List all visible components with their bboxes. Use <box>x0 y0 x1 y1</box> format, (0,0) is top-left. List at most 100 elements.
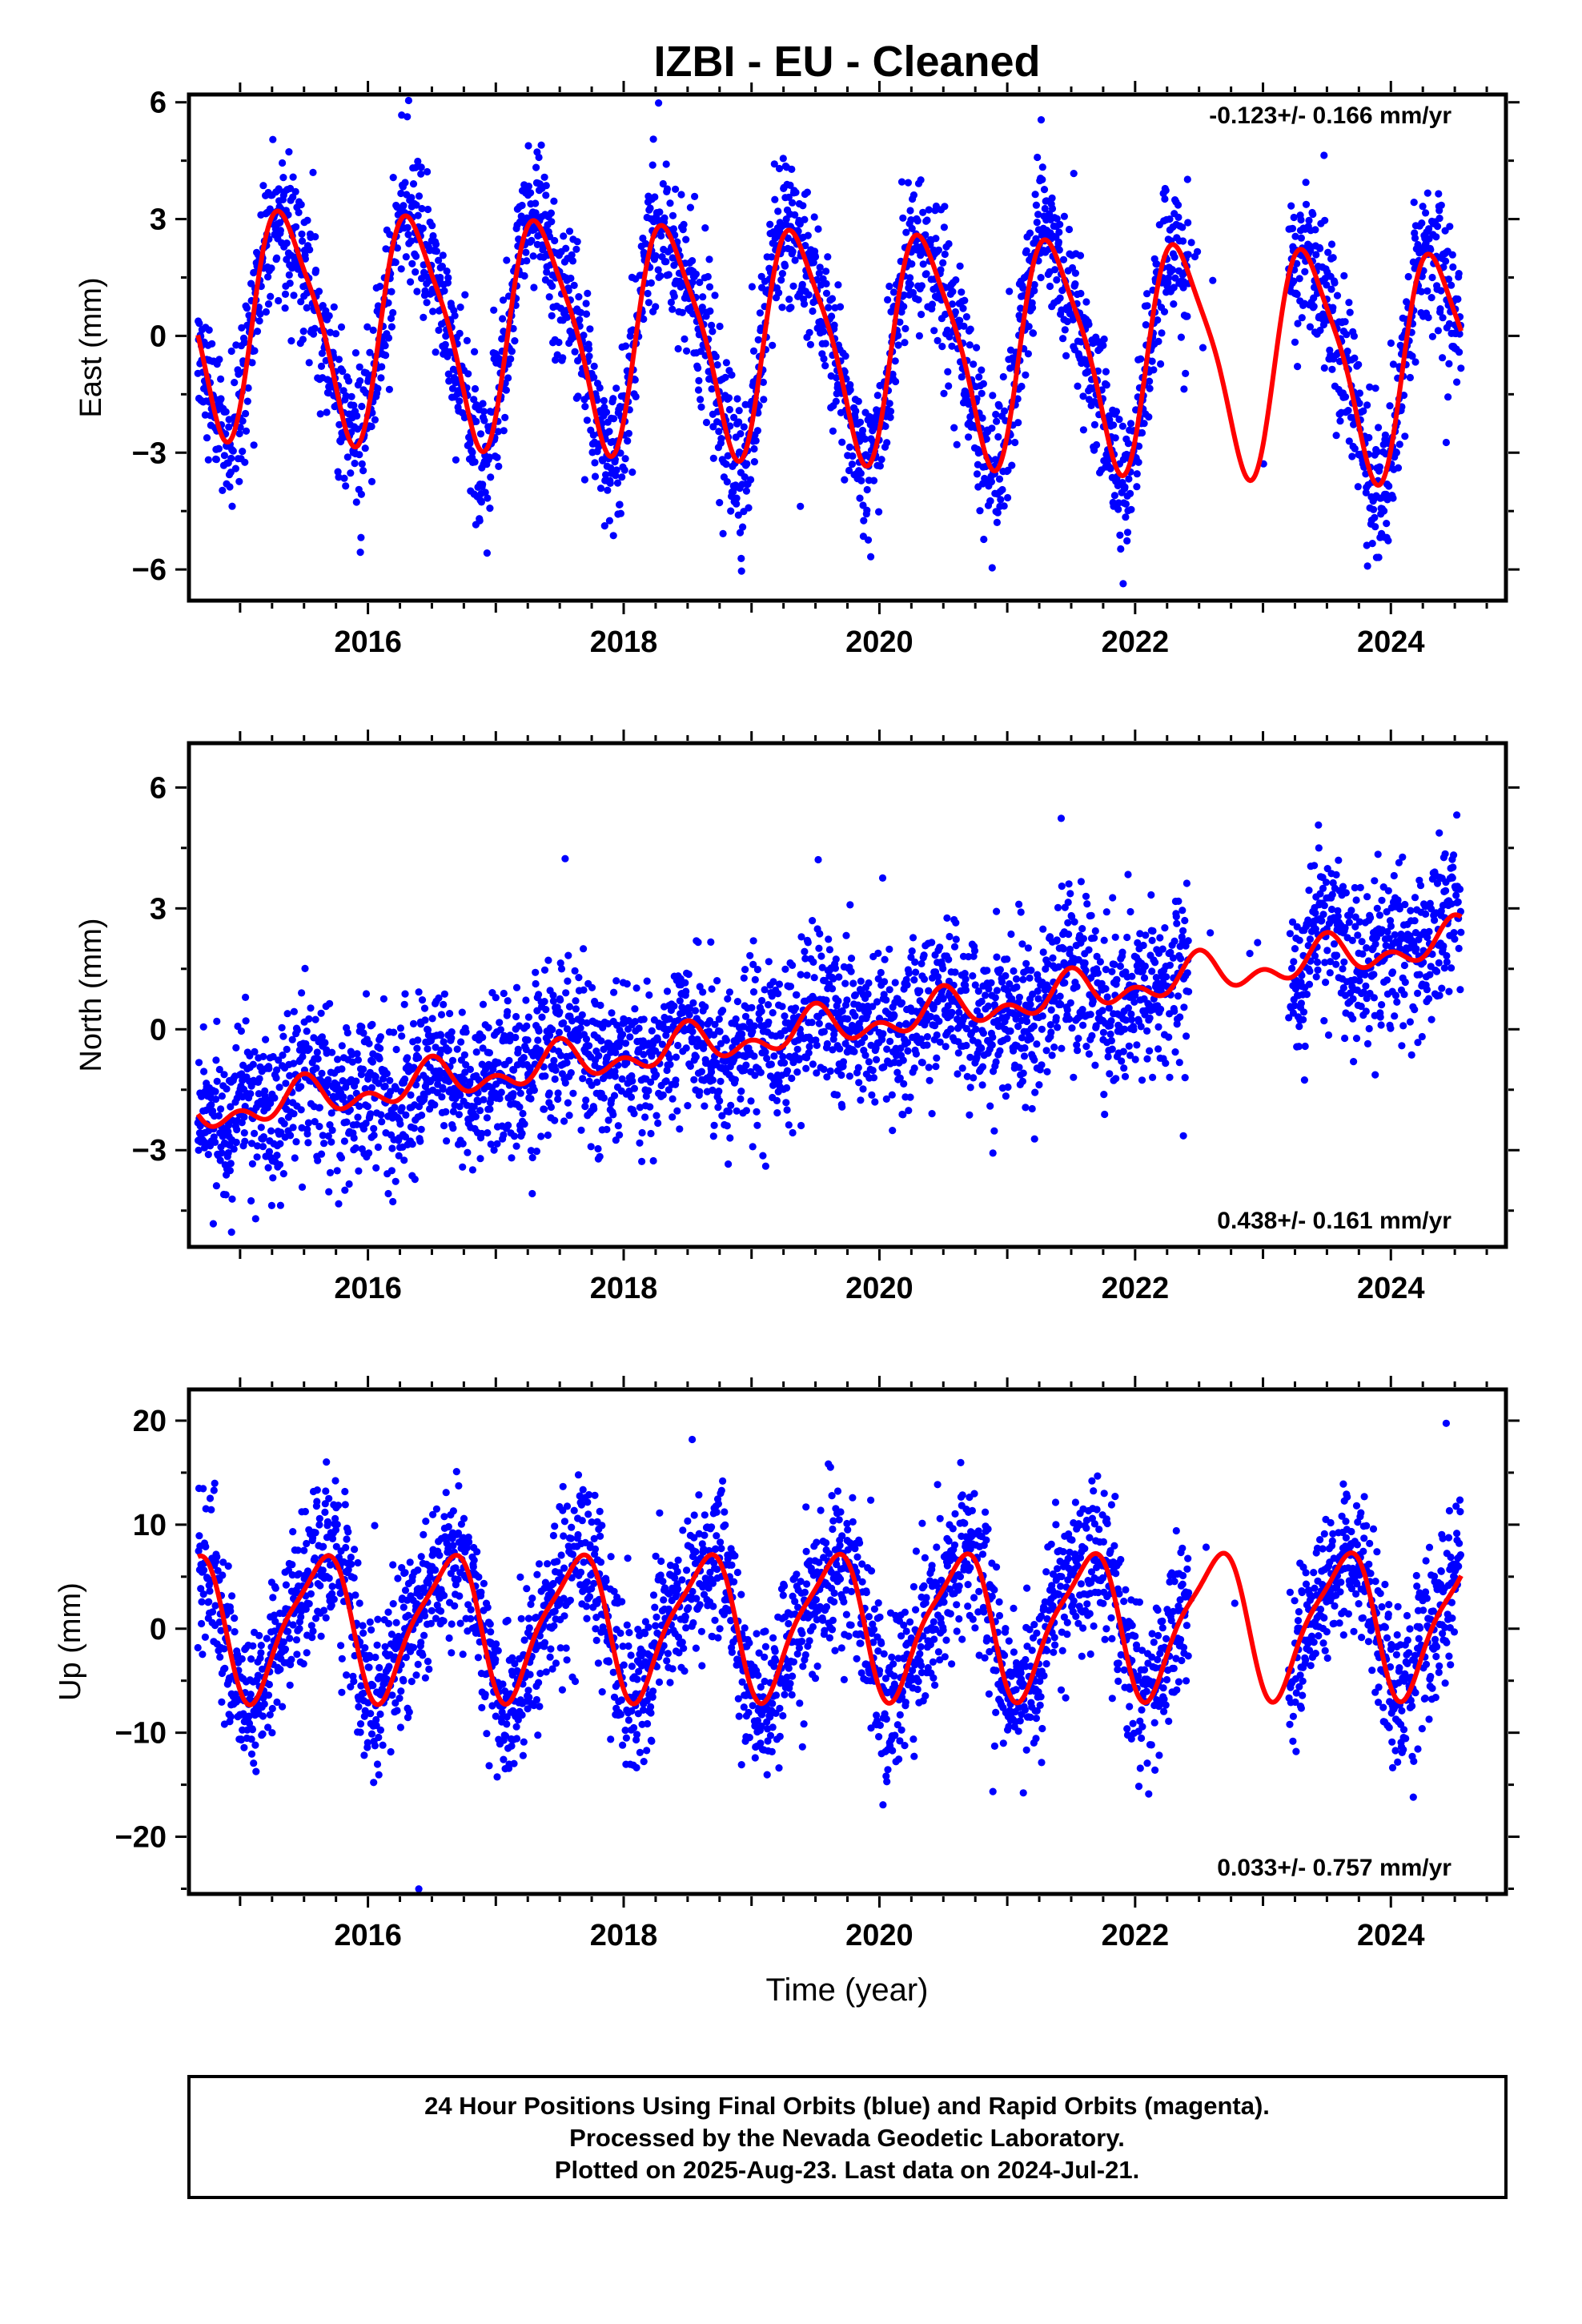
east-data-point <box>562 244 570 252</box>
north-data-point <box>761 1048 769 1056</box>
east-data-point <box>708 385 716 393</box>
north-data-point <box>220 1071 228 1079</box>
north-data-point <box>889 1127 897 1135</box>
north-data-point <box>789 1059 797 1067</box>
east-data-point <box>323 408 331 416</box>
east-data-point <box>1427 294 1435 302</box>
east-data-point <box>1345 437 1353 445</box>
east-data-point <box>339 368 347 376</box>
north-data-point <box>440 1038 448 1046</box>
north-data-point <box>682 1044 690 1052</box>
north-data-point <box>211 1088 219 1096</box>
east-data-point <box>1051 266 1059 274</box>
east-data-point <box>585 345 593 353</box>
north-data-point <box>271 1094 279 1102</box>
east-data-point <box>1365 433 1373 442</box>
east-data-point <box>443 267 451 275</box>
east-data-point <box>735 407 743 415</box>
north-data-point <box>749 960 757 968</box>
east-data-point <box>1001 407 1009 415</box>
north-data-point <box>246 1051 254 1059</box>
east-data-point <box>909 191 917 199</box>
east-data-point <box>1403 298 1411 306</box>
east-data-point <box>540 243 548 251</box>
north-data-point <box>672 1076 680 1084</box>
east-data-point <box>404 223 412 231</box>
east-data-point <box>1354 483 1362 491</box>
north-data-point <box>516 1089 524 1097</box>
north-data-point <box>232 1138 240 1147</box>
north-data-point <box>696 1088 704 1096</box>
east-data-point <box>235 370 243 378</box>
east-data-point <box>490 306 498 314</box>
east-data-point <box>998 485 1006 494</box>
east-data-point <box>398 111 406 119</box>
east-data-point <box>1054 238 1062 246</box>
east-data-point <box>409 180 418 188</box>
north-data-point <box>564 977 572 985</box>
north-data-point <box>315 1123 323 1131</box>
east-data-point <box>285 271 293 279</box>
east-data-point <box>1316 244 1324 252</box>
east-data-point <box>794 227 802 235</box>
north-data-point <box>273 1152 281 1160</box>
north-data-point <box>793 1045 801 1053</box>
east-data-point <box>716 322 724 331</box>
north-data-point <box>368 1020 376 1028</box>
east-data-point <box>733 500 741 508</box>
north-data-point <box>944 1002 952 1010</box>
east-data-point <box>978 366 986 374</box>
north-data-point <box>815 944 823 952</box>
east-data-point <box>750 458 759 466</box>
east-data-point <box>665 271 673 279</box>
east-data-point <box>355 363 363 371</box>
north-data-point <box>264 1164 272 1172</box>
north-data-point <box>732 1015 740 1023</box>
north-data-point <box>934 973 942 981</box>
north-data-point <box>445 1077 453 1085</box>
east-data-point <box>1183 312 1191 320</box>
north-data-point <box>457 1038 465 1046</box>
north-data-point <box>512 1012 520 1021</box>
north-data-point <box>882 1095 890 1103</box>
east-data-point <box>677 191 685 199</box>
north-data-point <box>275 1160 284 1168</box>
east-data-point <box>222 408 230 416</box>
east-data-point <box>1411 358 1419 366</box>
north-data-point <box>966 1111 974 1119</box>
east-data-point <box>1071 269 1079 277</box>
east-data-point <box>894 332 902 340</box>
east-data-point <box>1320 364 1328 372</box>
east-data-point <box>502 386 511 394</box>
east-data-point <box>406 278 415 286</box>
east-data-point <box>607 464 615 472</box>
north-data-point <box>783 1084 791 1092</box>
north-data-point <box>402 1111 410 1119</box>
north-data-point <box>352 1077 360 1085</box>
east-data-point <box>239 448 247 456</box>
north-data-point <box>484 1060 493 1068</box>
east-data-point <box>550 197 558 205</box>
east-y-tick-label: 0 <box>150 320 167 353</box>
north-data-point <box>534 1036 542 1044</box>
north-data-point <box>759 1152 767 1160</box>
east-data-point <box>316 410 324 418</box>
north-data-point <box>769 978 777 986</box>
east-data-point <box>1437 201 1445 209</box>
east-data-point <box>1199 344 1207 352</box>
east-data-point <box>639 234 647 243</box>
north-data-point <box>847 955 856 963</box>
east-data-point <box>602 408 611 416</box>
east-data-point <box>798 280 806 288</box>
north-data-point <box>603 1125 611 1133</box>
north-data-point <box>708 1068 716 1076</box>
north-data-point <box>362 1120 370 1128</box>
north-data-point <box>770 1052 778 1060</box>
north-data-point <box>290 1110 298 1118</box>
east-data-point <box>661 214 669 222</box>
north-data-point <box>580 986 588 994</box>
north-data-point <box>290 1059 298 1068</box>
north-data-point <box>717 1077 725 1085</box>
north-data-point <box>767 1060 776 1068</box>
east-data-point <box>522 248 530 256</box>
